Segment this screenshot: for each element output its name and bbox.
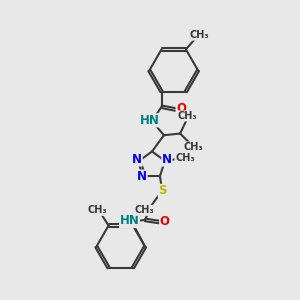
Text: CH₃: CH₃ [175, 153, 195, 163]
Text: CH₃: CH₃ [183, 142, 203, 152]
Text: HN: HN [140, 114, 160, 127]
Text: CH₃: CH₃ [190, 30, 209, 40]
Text: CH₃: CH₃ [178, 111, 197, 121]
Text: O: O [160, 215, 170, 228]
Text: N: N [132, 153, 142, 166]
Text: S: S [158, 184, 167, 197]
Text: CH₃: CH₃ [87, 206, 107, 215]
Text: N: N [162, 153, 172, 166]
Text: N: N [137, 170, 147, 183]
Text: O: O [176, 102, 186, 115]
Text: CH₃: CH₃ [135, 206, 154, 215]
Text: HN: HN [120, 214, 140, 227]
